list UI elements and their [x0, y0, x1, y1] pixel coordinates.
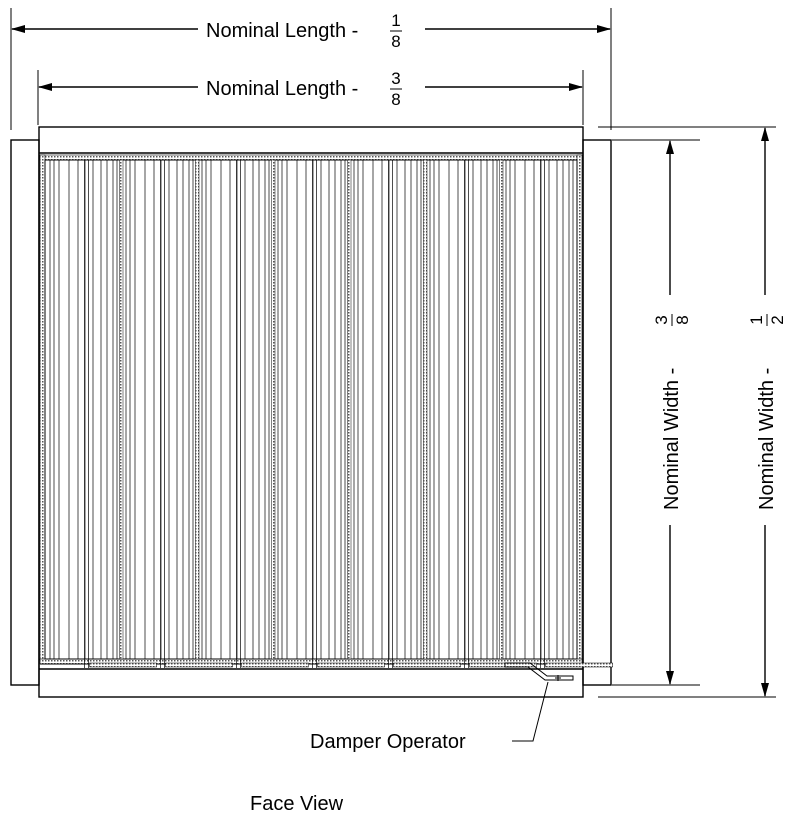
blade-edge-hatch: [271, 159, 276, 660]
damper-operator-linkage: [504, 662, 574, 681]
damper-blade: [348, 159, 426, 660]
overall-width-numerator: 1: [747, 315, 766, 324]
linkage-segment: [317, 662, 385, 668]
inner-width-numerator: 3: [652, 315, 671, 324]
blade-edge-hatch: [499, 159, 504, 660]
right-hatch: [576, 154, 583, 661]
overall-length-denominator: 8: [391, 32, 400, 51]
inner-length-dimension: Nominal Length - 3 8: [37, 69, 584, 125]
damper-operator-label: Damper Operator: [310, 731, 466, 753]
damper-blade: [424, 159, 502, 660]
linkage-segment: [469, 662, 537, 668]
damper-blade: [272, 159, 350, 660]
overall-length-label: Nominal Length -: [206, 20, 364, 42]
top-hatch: [39, 154, 583, 161]
linkage-segment: [241, 662, 309, 668]
blade-edge-hatch: [119, 159, 124, 660]
damper-blade: [500, 159, 578, 660]
inner-width-denominator: 8: [673, 315, 692, 324]
damper-operator-callout: Damper Operator: [310, 681, 549, 753]
left-hatch: [39, 154, 46, 661]
blade-edge-hatch: [347, 159, 352, 660]
damper-blades: [44, 159, 613, 668]
inner-width-label: Nominal Width -: [661, 362, 683, 510]
left-flange: [10, 139, 40, 686]
right-flange: [582, 139, 612, 686]
damper-blade: [120, 159, 198, 660]
damper-blade: [196, 159, 274, 660]
linkage-segment: [393, 662, 461, 668]
blade-edge-hatch: [195, 159, 200, 660]
linkage-segment: [89, 662, 157, 668]
overall-length-dimension: Nominal Length - 1 8: [10, 8, 612, 130]
inner-length-numerator: 3: [391, 69, 400, 88]
overall-width-label: Nominal Width -: [756, 362, 778, 510]
overall-width-denominator: 2: [768, 315, 786, 324]
damper-blade: [44, 159, 122, 660]
overall-length-numerator: 1: [391, 11, 400, 30]
overall-width-dimension: Nominal Width - 1 2: [598, 126, 786, 698]
inner-length-label: Nominal Length -: [206, 78, 364, 100]
inner-width-dimension: Nominal Width - 3 8: [612, 139, 700, 686]
linkage-segment: [545, 662, 613, 668]
linkage-segment: [165, 662, 233, 668]
face-view-caption: Face View: [250, 793, 344, 815]
damper-assembly: [10, 126, 613, 698]
damper-frame: [38, 126, 584, 698]
inner-length-denominator: 8: [391, 90, 400, 109]
blade-edge-hatch: [423, 159, 428, 660]
